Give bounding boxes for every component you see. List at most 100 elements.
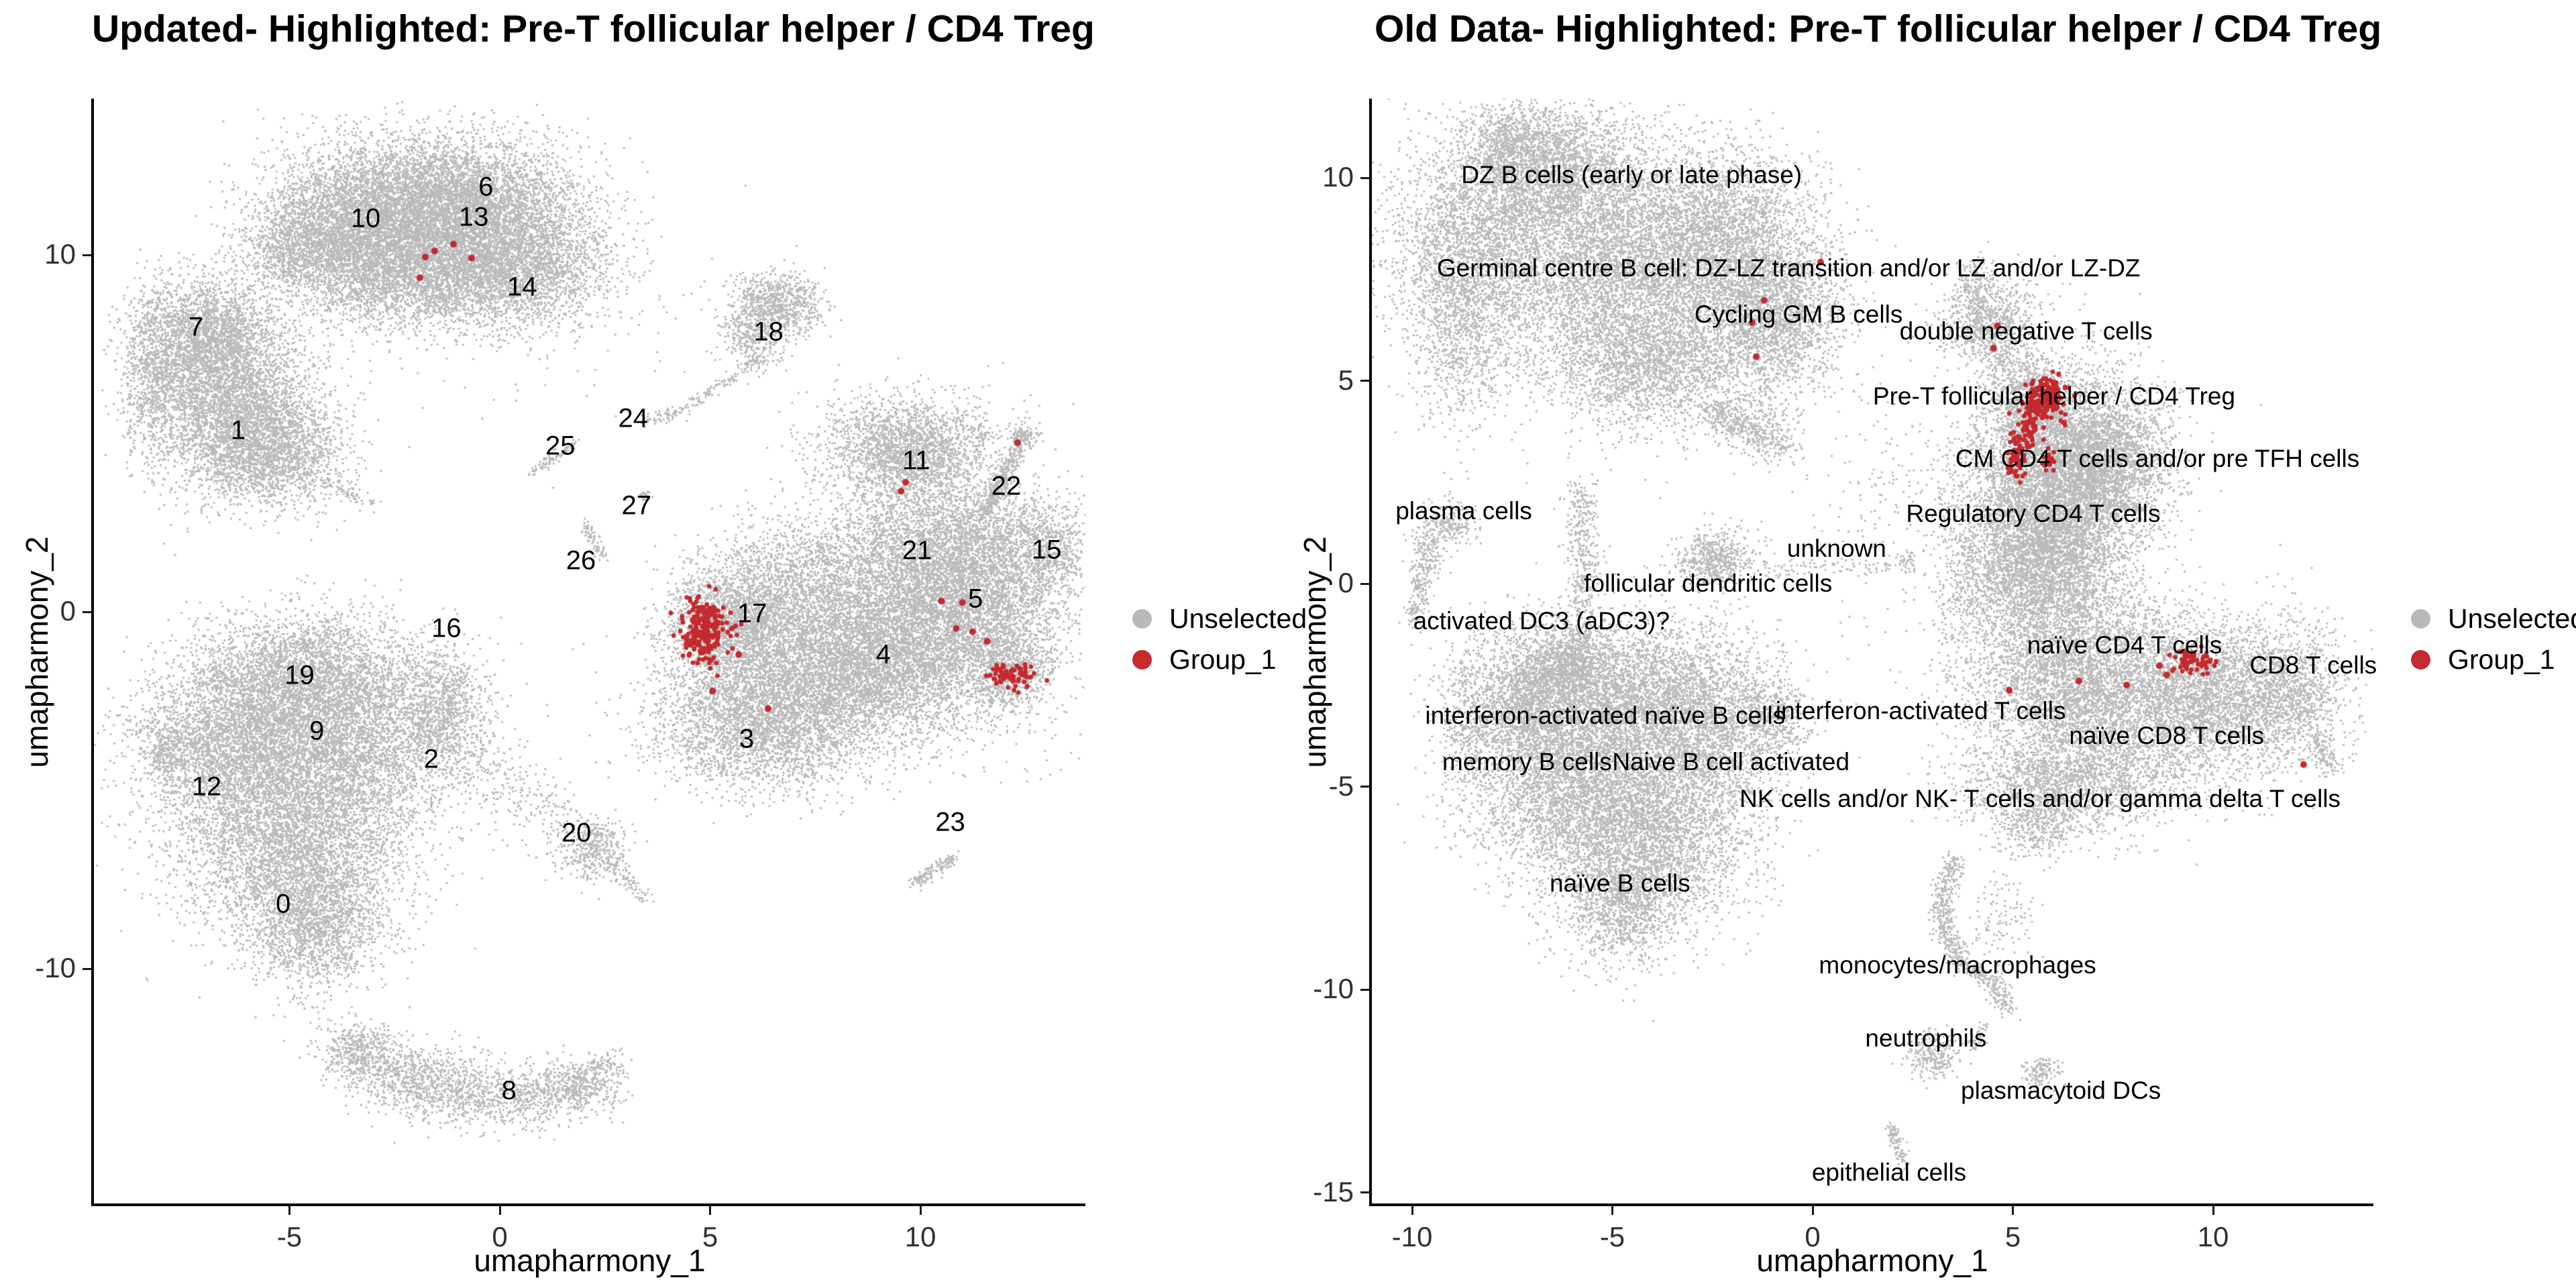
cluster-label-21: 21 — [902, 535, 932, 566]
cell-type-label: interferon-activated naïve B cells — [1425, 702, 1786, 730]
x-tick-label: -5 — [276, 1221, 303, 1252]
x-tick-label: -10 — [1391, 1221, 1433, 1252]
y-tick-mark — [1360, 582, 1369, 585]
cluster-label-27: 27 — [621, 490, 652, 521]
x-tick-mark — [498, 1206, 501, 1215]
legend-label-group1: Group_1 — [2448, 644, 2555, 675]
y-tick-label: 0 — [1338, 567, 1354, 598]
y-tick-label: -10 — [1313, 973, 1354, 1004]
cell-type-label: plasmacytoid DCs — [1961, 1077, 2161, 1105]
cell-type-label: epithelial cells — [1811, 1158, 1967, 1186]
y-axis-title-updated: umapharmony_2 — [19, 536, 54, 768]
y-tick-mark — [83, 967, 91, 970]
cluster-label-25: 25 — [545, 431, 576, 461]
cluster-label-2: 2 — [423, 744, 439, 774]
legend-item-unselected: Unselected — [1132, 603, 1307, 635]
x-tick-label: 0 — [1805, 1221, 1821, 1252]
y-tick-mark — [1360, 786, 1369, 788]
legend-dot-unselected-icon — [1132, 609, 1152, 629]
x-axis-title-updated: umapharmony_1 — [474, 1243, 706, 1278]
y-tick-mark — [1360, 380, 1369, 382]
y-tick-label: -15 — [1313, 1175, 1354, 1208]
cell-type-label: CD8 T cells — [2249, 651, 2377, 680]
y-axis-line — [91, 99, 94, 1206]
cluster-label-11: 11 — [902, 445, 930, 476]
x-axis-line — [91, 1203, 1085, 1206]
cluster-label-1: 1 — [230, 415, 246, 445]
panel-title-old-data: Old Data- Highlighted: Pre-T follicular … — [1375, 7, 2382, 50]
cluster-label-14: 14 — [506, 272, 537, 302]
x-tick-mark — [2012, 1206, 2014, 1215]
cell-type-label: Cycling GM B cells — [1694, 300, 1903, 328]
cell-type-label: Pre-T follicular helper / CD4 Treg — [1872, 382, 2236, 411]
cell-type-label: follicular dendritic cells — [1584, 570, 1833, 597]
cell-type-label: CM CD4 T cells and/or pre TFH cells — [1955, 445, 2360, 473]
cluster-label-3: 3 — [739, 724, 755, 754]
cell-type-label: monocytes/macrophages — [1819, 951, 2096, 979]
cell-type-label: naïve CD8 T cells — [2069, 721, 2265, 749]
cell-type-label: Germinal centre B cell: DZ-LZ transition… — [1436, 254, 2141, 282]
cell-type-label: naïve CD4 T cells — [2027, 631, 2222, 659]
x-axis-title-old-data: umapharmony_1 — [1756, 1243, 1988, 1278]
y-tick-mark — [83, 254, 91, 256]
cell-type-label: unknown — [1786, 534, 1886, 562]
cluster-label-19: 19 — [284, 660, 315, 690]
cell-type-label: Regulatory CD4 T cells — [1906, 499, 2161, 527]
cluster-label-17: 17 — [737, 598, 767, 629]
cluster-label-0: 0 — [275, 889, 291, 919]
cluster-label-18: 18 — [753, 317, 784, 347]
x-tick-mark — [1811, 1206, 1814, 1215]
y-axis-line — [1369, 99, 1372, 1206]
y-tick-mark — [83, 610, 91, 613]
x-tick-mark — [919, 1206, 922, 1215]
x-axis-line — [1369, 1203, 2373, 1206]
y-tick-label: -5 — [1328, 769, 1354, 802]
cluster-label-4: 4 — [875, 639, 891, 669]
y-tick-label: 0 — [60, 595, 76, 627]
cell-type-label: Naive B cell activated — [1612, 748, 1850, 776]
cluster-label-9: 9 — [309, 716, 325, 746]
y-axis-title-old-data: umapharmony_2 — [1297, 536, 1332, 768]
cluster-label-16: 16 — [431, 613, 462, 643]
cluster-label-26: 26 — [566, 545, 596, 576]
legend-label-unselected: Unselected — [1169, 603, 1307, 634]
cluster-label-24: 24 — [618, 403, 649, 433]
cluster-label-6: 6 — [478, 172, 494, 202]
x-tick-mark — [2212, 1206, 2214, 1215]
x-tick-mark — [1611, 1206, 1613, 1215]
cell-type-label: activated DC3 (aDC3)? — [1413, 607, 1670, 635]
cell-type-label: double negative T cells — [1899, 317, 2153, 345]
cluster-label-13: 13 — [458, 202, 489, 232]
x-tick-label: 5 — [2004, 1221, 2021, 1252]
cluster-label-12: 12 — [191, 771, 222, 802]
panel-title-updated: Updated- Highlighted: Pre-T follicular h… — [92, 7, 1095, 50]
x-tick-label: 5 — [702, 1221, 718, 1252]
cluster-label-10: 10 — [350, 203, 381, 233]
x-tick-label: 10 — [2197, 1221, 2229, 1252]
legend-old-data: Unselected Group_1 — [2411, 603, 2576, 676]
cell-type-label: plasma cells — [1395, 496, 1532, 525]
cluster-label-22: 22 — [991, 471, 1022, 501]
cell-type-label: DZ B cells (early or late phase) — [1461, 160, 1803, 189]
cluster-label-8: 8 — [501, 1075, 517, 1106]
y-tick-mark — [1360, 176, 1369, 179]
cell-type-label: naïve B cells — [1549, 869, 1690, 898]
x-tick-mark — [1411, 1206, 1413, 1215]
y-tick-mark — [1360, 988, 1369, 991]
cluster-label-20: 20 — [561, 818, 592, 848]
cluster-label-15: 15 — [1031, 535, 1062, 565]
cell-type-label: neutrophils — [1865, 1024, 1987, 1053]
x-tick-label: 10 — [904, 1221, 936, 1252]
x-tick-label: -5 — [1599, 1221, 1625, 1252]
cell-type-label: interferon-activated T cells — [1775, 696, 2066, 724]
legend-label-group1: Group_1 — [1169, 644, 1277, 675]
y-tick-label: 5 — [1338, 364, 1354, 396]
cluster-label-7: 7 — [189, 312, 204, 342]
cell-type-label: NK cells and/or NK- T cells and/or gamma… — [1739, 785, 2341, 813]
legend-dot-group1-icon — [1132, 650, 1152, 669]
y-tick-label: 10 — [44, 238, 76, 270]
x-tick-label: 0 — [492, 1221, 508, 1252]
x-tick-mark — [709, 1206, 711, 1215]
